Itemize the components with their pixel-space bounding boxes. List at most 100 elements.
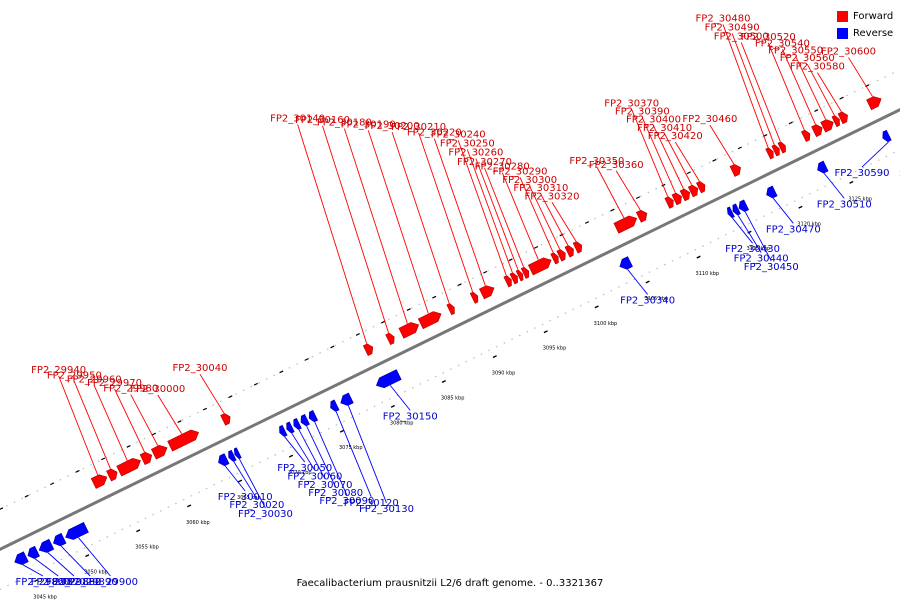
gene-label-fp2-29950[interactable]: FP2_29950 (47, 371, 102, 382)
gene-label-fp2-29890[interactable]: FP2_29890 (63, 577, 118, 588)
gene-arrow-fp2-30600[interactable] (866, 94, 884, 111)
gene-arrow-fp2-30220[interactable] (479, 283, 496, 300)
gene-arrow-fp2-29970[interactable] (139, 450, 154, 465)
gene-label-fp2-29880[interactable]: FP2_29880 (46, 577, 101, 588)
gene-label-fp2-29860[interactable]: FP2_29860 (15, 577, 70, 588)
gene-label-fp2-30390[interactable]: FP2_30390 (615, 107, 670, 118)
gene-arrow-fp2-30360[interactable] (635, 208, 649, 223)
gene-label-fp2-30450[interactable]: FP2_30450 (744, 262, 799, 273)
gene-label-fp2-30420[interactable]: FP2_30420 (648, 131, 703, 142)
gene-label-fp2-30150[interactable]: FP2_30150 (383, 411, 438, 422)
gene-label-fp2-30540[interactable]: FP2_30540 (755, 38, 810, 49)
gene-label-fp2-29870[interactable]: FP2_29870 (31, 577, 86, 588)
gene-arrow-fp2-30030[interactable] (232, 447, 242, 460)
gene-label-fp2-30490[interactable]: FP2_30490 (705, 22, 760, 33)
gene-arrow-fp2-30210[interactable] (469, 291, 480, 304)
gene-arrow-fp2-29900[interactable] (63, 521, 89, 542)
gene-arrow-fp2-30150[interactable] (374, 369, 402, 391)
gene-arrow-fp2-29980[interactable] (150, 443, 169, 460)
gene-arrow-fp2-30200[interactable] (446, 302, 457, 316)
gene-label-fp2-30430[interactable]: FP2_30430 (725, 244, 780, 255)
gene-arrow-fp2-30270[interactable] (520, 266, 531, 279)
gene-arrow-fp2-29960[interactable] (116, 456, 143, 477)
gene-arrow-fp2-30000[interactable] (167, 427, 201, 452)
gene-arrow-fp2-30510[interactable] (815, 160, 829, 175)
gene-label-fp2-30260[interactable]: FP2_30260 (448, 148, 503, 159)
gene-label-fp2-30210[interactable]: FP2_30210 (391, 122, 446, 133)
gene-arrow-fp2-30320[interactable] (572, 240, 584, 254)
gene-arrow-fp2-30370[interactable] (664, 195, 676, 209)
gene-arrow-fp2-29880[interactable] (37, 538, 55, 555)
gene-arrow-fp2-30390[interactable] (671, 191, 684, 206)
gene-arrow-fp2-30470[interactable] (764, 185, 778, 200)
gene-arrow-fp2-30060[interactable] (284, 421, 295, 434)
gene-arrow-fp2-30010[interactable] (216, 453, 230, 468)
gene-arrow-fp2-30580[interactable] (837, 110, 850, 125)
gene-label-fp2-30090[interactable]: FP2_30090 (319, 496, 374, 507)
gene-arrow-fp2-30300[interactable] (556, 248, 568, 262)
gene-arrow-fp2-30050[interactable] (277, 424, 288, 437)
gene-label-fp2-30000[interactable]: FP2_30000 (130, 384, 185, 395)
gene-label-fp2-30500[interactable]: FP2_30500 (714, 31, 769, 42)
gene-label-fp2-30270[interactable]: FP2_30270 (457, 157, 512, 168)
gene-label-fp2-30360[interactable]: FP2_30360 (589, 160, 644, 171)
gene-label-fp2-30070[interactable]: FP2_30070 (298, 480, 353, 491)
gene-label-fp2-29940[interactable]: FP2_29940 (31, 365, 86, 376)
gene-label-fp2-30140[interactable]: FP2_30140 (270, 114, 325, 125)
gene-label-fp2-30040[interactable]: FP2_30040 (173, 363, 228, 374)
gene-arrow-fp2-30520[interactable] (800, 129, 812, 143)
gene-label-fp2-30410[interactable]: FP2_30410 (637, 123, 692, 134)
gene-arrow-fp2-30280[interactable] (527, 255, 553, 276)
gene-label-fp2-30010[interactable]: FP2_30010 (218, 492, 273, 503)
gene-arrow-fp2-29890[interactable] (51, 532, 67, 548)
gene-label-fp2-30590[interactable]: FP2_30590 (835, 168, 890, 179)
gene-label-fp2-29970[interactable]: FP2_29970 (87, 378, 142, 389)
gene-label-fp2-30280[interactable]: FP2_30280 (475, 162, 530, 173)
gene-label-fp2-30200[interactable]: FP2_30200 (365, 121, 420, 132)
gene-label-fp2-30510[interactable]: FP2_30510 (817, 199, 872, 210)
gene-arrow-fp2-29950[interactable] (106, 467, 120, 482)
gene-label-fp2-30580[interactable]: FP2_30580 (790, 62, 845, 73)
gene-arrow-fp2-30500[interactable] (777, 141, 788, 154)
gene-arrow-fp2-30550[interactable] (820, 117, 836, 133)
gene-arrow-fp2-30540[interactable] (811, 123, 825, 138)
gene-label-fp2-29980[interactable]: FP2_29980 (103, 384, 158, 395)
gene-label-fp2-30300[interactable]: FP2_30300 (502, 175, 557, 186)
gene-arrow-fp2-30240[interactable] (503, 275, 514, 288)
gene-label-fp2-30520[interactable]: FP2_30520 (741, 32, 796, 43)
gene-arrow-fp2-30350[interactable] (613, 213, 639, 234)
gene-arrow-fp2-30310[interactable] (564, 244, 576, 258)
gene-arrow-fp2-30070[interactable] (291, 417, 302, 430)
gene-label-fp2-30340[interactable]: FP2_30340 (620, 295, 675, 306)
gene-arrow-fp2-30440[interactable] (731, 203, 741, 216)
gene-label-fp2-30130[interactable]: FP2_30130 (359, 504, 414, 515)
gene-label-fp2-30020[interactable]: FP2_30020 (229, 500, 284, 511)
gene-arrow-fp2-30250[interactable] (509, 272, 520, 285)
gene-arrow-fp2-30560[interactable] (831, 114, 842, 128)
gene-label-fp2-30460[interactable]: FP2_30460 (682, 114, 737, 125)
gene-arrow-fp2-30020[interactable] (226, 449, 237, 462)
gene-arrow-fp2-30160[interactable] (385, 332, 397, 346)
gene-arrow-fp2-30180[interactable] (398, 320, 421, 339)
gene-arrow-fp2-30410[interactable] (687, 183, 700, 198)
gene-arrow-fp2-30450[interactable] (737, 199, 750, 213)
gene-label-fp2-30050[interactable]: FP2_30050 (277, 463, 332, 474)
gene-label-fp2-30240[interactable]: FP2_30240 (431, 129, 486, 140)
gene-arrow-fp2-30480[interactable] (765, 147, 776, 160)
gene-label-fp2-30600[interactable]: FP2_30600 (821, 46, 876, 57)
gene-arrow-fp2-30140[interactable] (362, 342, 375, 356)
gene-arrow-fp2-29860[interactable] (12, 551, 29, 567)
gene-label-fp2-30480[interactable]: FP2_30480 (696, 13, 751, 24)
gene-arrow-fp2-30430[interactable] (725, 206, 735, 219)
gene-label-fp2-30160[interactable]: FP2_30160 (295, 115, 350, 126)
gene-label-fp2-30550[interactable]: FP2_30550 (768, 45, 823, 56)
gene-label-fp2-29900[interactable]: FP2_29900 (83, 577, 138, 588)
gene-label-fp2-29960[interactable]: FP2_29960 (67, 374, 122, 385)
gene-label-fp2-30370[interactable]: FP2_30370 (604, 98, 659, 109)
gene-arrow-fp2-30190[interactable] (417, 309, 443, 330)
gene-label-fp2-30180[interactable]: FP2_30180 (317, 118, 372, 129)
gene-arrow-fp2-30040[interactable] (220, 412, 233, 426)
gene-arrow-fp2-30400[interactable] (679, 187, 692, 202)
gene-arrow-fp2-30130[interactable] (338, 392, 354, 408)
gene-label-fp2-30220[interactable]: FP2_30220 (407, 128, 462, 139)
